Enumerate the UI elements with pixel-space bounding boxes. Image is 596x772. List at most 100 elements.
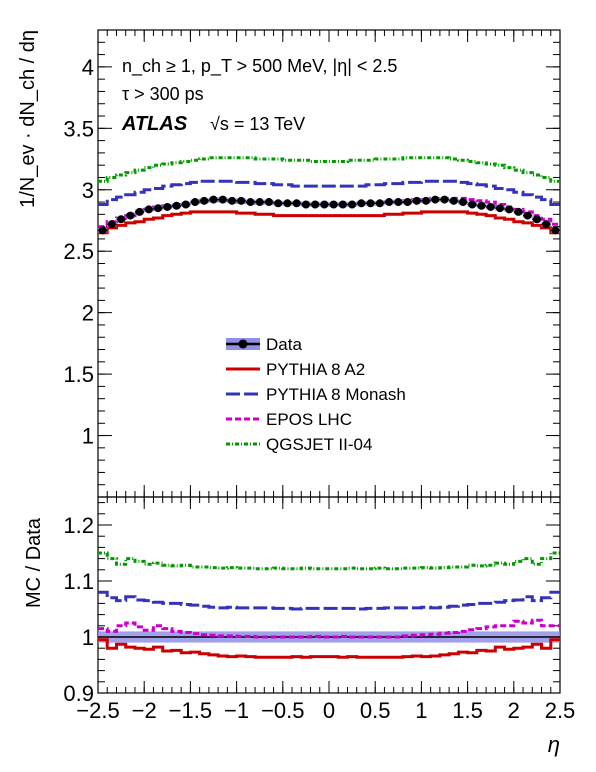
data-point [126,211,135,220]
ratio-panel: 0.9 1 1.1 1.2 −2.5 −2 −1.5 −1 −0.5 0 0.5 1 1.5 2 2.5 [63,496,576,723]
top-ylabel: 1/N_ev · dN_ch / dη [17,30,39,208]
data-uncertainty-band [98,197,560,233]
data-point [209,195,218,204]
series-pythia-8-monash [98,590,560,611]
data-point [320,200,329,209]
x-tick-label: 0 [323,698,335,723]
y-tick-label: 0.9 [63,681,94,706]
legend-label: EPOS LHC [266,410,352,429]
x-tick-label: 1 [415,698,427,723]
legend-label: Data [266,335,302,354]
x-tick-label: −1.5 [169,698,212,723]
data-point [117,215,126,224]
data-point [264,198,273,207]
x-tick-label: −1 [224,698,249,723]
data-point [357,199,366,208]
series-pythia-8-monash [98,179,560,206]
series-epos-lhc [98,618,560,639]
x-tick-label: 0.5 [360,698,391,723]
data-point [255,198,264,207]
data-point [311,200,320,209]
data-point [329,200,338,209]
y-tick-label: 1 [82,625,94,650]
top-panel: 1 1.5 2 2.5 3 3.5 4 [63,29,561,498]
data-point [301,200,310,209]
annotation-lifetime: τ > 300 ps [122,84,204,104]
data-point [495,204,504,213]
data-point [477,201,486,210]
data-point [135,207,144,216]
ratio-plot-area [98,551,560,659]
data-point [551,226,560,235]
data-point [274,199,283,208]
data-point [172,201,181,210]
y-tick-label: 1.2 [63,513,94,538]
x-tick-label: 2 [508,698,520,723]
legend-label: QGSJET II-04 [266,435,372,454]
y-tick-label: 3 [82,178,94,203]
legend: Data PYTHIA 8 A2 PYTHIA 8 Monash EPOS LHC QG… [226,335,406,454]
data-point [237,196,246,205]
data-point [458,198,467,207]
y-tick-label: 1 [82,424,94,449]
data-point [283,199,292,208]
data-point [246,198,255,207]
ratio-frame [97,496,561,694]
data-point [292,199,301,208]
y-tick-label: 1.1 [63,569,94,594]
data-point [227,196,236,205]
data-point [440,195,449,204]
y-tick-label: 4 [82,55,94,80]
data-point [514,207,523,216]
x-axis-label: η [548,732,560,757]
data-point [412,196,421,205]
data-point [154,204,163,213]
legend-label: PYTHIA 8 Monash [266,385,406,404]
data-point [486,202,495,211]
data-point [375,199,384,208]
data-point [181,200,190,209]
series-qgsjet-ii-04 [98,551,560,571]
data-point [532,215,541,224]
ratio-ylabel: MC / Data [23,517,45,608]
data-point [431,195,440,204]
top-plot-area [98,156,560,235]
data-point [468,200,477,209]
data-point [200,196,209,205]
data-point [98,226,107,235]
series-pythia-8-a2 [98,638,560,659]
x-tick-label: 1.5 [452,698,483,723]
data-point [505,205,514,214]
data-point [394,198,403,207]
data-point [107,220,116,229]
energy-label: √s = 13 TeV [210,114,305,134]
data-point [348,200,357,209]
data-point [449,196,458,205]
data-point [523,211,532,220]
y-tick-label: 2.5 [63,239,94,264]
data-point [422,196,431,205]
x-tick-label: −2.5 [76,698,119,723]
x-tick-label: −2 [132,698,157,723]
data-point [218,195,227,204]
legend-label: PYTHIA 8 A2 [266,360,365,379]
data-point [144,205,153,214]
series-qgsjet-ii-04 [98,156,560,183]
legend-swatch-data-marker [238,339,248,349]
y-tick-label: 3.5 [63,116,94,141]
annotation-selection: n_ch ≥ 1, p_T > 500 MeV, |η| < 2.5 [122,56,397,77]
data-point [191,198,200,207]
data-point [163,202,172,211]
x-tick-label: −0.5 [261,698,304,723]
data-point [385,198,394,207]
data-point [403,198,412,207]
x-tick-label: 2.5 [545,698,576,723]
y-tick-label: 2 [82,301,94,326]
series-pythia-8-a2 [98,210,560,235]
y-tick-label: 1.5 [63,362,94,387]
data-point [366,199,375,208]
data-point [542,220,551,229]
data-point [338,200,347,209]
atlas-label: ATLAS [121,113,188,135]
